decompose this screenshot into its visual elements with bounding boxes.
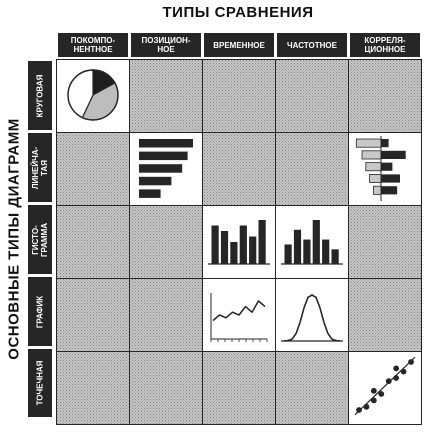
matrix-cell-empty	[349, 279, 421, 351]
bar-right	[381, 186, 398, 195]
row-header-line: ГРАММА	[40, 222, 49, 257]
matrix-cell-empty	[203, 60, 275, 132]
bar-left	[365, 162, 382, 172]
row-header-line: ТАЯ	[40, 159, 49, 176]
column-header-line: ЦИОННОЕ	[364, 45, 406, 54]
histogram-bar	[303, 239, 311, 264]
scatter-point	[370, 387, 377, 394]
comparison-types-title: ТИПЫ СРАВНЕНИЯ	[162, 4, 314, 21]
column-header-line: КОРРЕЛЯ-	[364, 36, 406, 45]
scatter-point	[393, 365, 400, 372]
histogram-bar	[211, 225, 219, 264]
column-header-line: НОЕ	[157, 45, 175, 54]
pie-outline	[67, 69, 119, 121]
bar-left	[361, 150, 382, 160]
bar-left	[355, 138, 382, 148]
matrix-cell-empty	[349, 60, 421, 132]
bar-item	[139, 164, 183, 173]
row-header-line: ГРАФИК	[35, 295, 45, 328]
histogram-bar	[258, 220, 266, 264]
column-header-component: ПОКОМПО- НЕНТНОЕ	[58, 33, 128, 57]
chart-types-title-box: ОСНОВНЫЕ ТИПЫ ДИАГРАММ	[4, 61, 24, 417]
matrix-cell-empty	[57, 279, 129, 351]
scatter-point	[408, 359, 414, 365]
matrix-cell-empty	[57, 206, 129, 278]
column-header-frequency: ЧАСТОТНОЕ	[277, 33, 347, 57]
curve-series	[283, 294, 341, 342]
row-header-dot: ТОЧЕЧНАЯ	[28, 349, 52, 417]
bar-right	[381, 139, 389, 148]
histogram-bar	[220, 231, 229, 264]
matrix-cell-empty	[57, 352, 129, 424]
matrix-cell-empty	[276, 352, 348, 424]
scatter-point	[363, 403, 370, 410]
column-header-line: НЕНТНОЕ	[73, 45, 113, 54]
row-header-histogram: ГИСТО- ГРАММА	[28, 205, 52, 274]
matrix-cell-empty	[276, 60, 348, 132]
bar-right	[381, 174, 400, 183]
row-header-line: ГРАФИК	[28, 277, 52, 346]
scatter-point	[400, 368, 407, 375]
histogram-bar	[322, 239, 330, 264]
column-header-line: ЧАСТОТНОЕ	[287, 40, 337, 50]
histogram-bar	[293, 229, 302, 264]
matrix-cell-empty	[276, 133, 348, 205]
column-header-time: ВРЕМЕННОЕ	[204, 33, 274, 57]
row-header-line: ТОЧЕЧНАЯ	[35, 360, 45, 406]
bar-left	[372, 185, 382, 195]
matrix-cell-empty	[130, 206, 202, 278]
row-header-bar: ЛИНЕЙЧА- ТАЯ	[28, 133, 52, 202]
bar-item	[139, 189, 161, 198]
matrix-cell-empty	[130, 279, 202, 351]
matrix-cell-empty	[203, 352, 275, 424]
bar-item	[139, 151, 188, 161]
histogram-bar	[230, 242, 238, 264]
histogram-bar	[249, 236, 257, 264]
matrix-cell-empty	[130, 60, 202, 132]
matrix-cell-active	[276, 206, 348, 278]
histogram-bar	[284, 244, 292, 264]
row-header-line: ГИСТО-	[31, 224, 40, 255]
histogram-bar	[331, 249, 339, 264]
row-header-pie: КРУГОВАЯ	[28, 61, 52, 130]
chart-types-title: ОСНОВНЫЕ ТИПЫ ДИАГРАММ	[5, 118, 23, 360]
scatter-point	[393, 375, 400, 381]
matrix-cell-empty	[57, 133, 129, 205]
row-header-line: ЛИНЕЙЧА-	[31, 146, 40, 189]
bar-item	[139, 176, 172, 186]
scatter-point	[356, 407, 362, 413]
bar-left	[369, 173, 382, 183]
histogram-bar	[239, 225, 247, 264]
histogram-bar	[312, 220, 320, 264]
column-header-correlation: КОРРЕЛЯ- ЦИОННОЕ	[350, 33, 420, 57]
scatter-point	[378, 391, 385, 397]
bar-item	[139, 139, 193, 148]
line-series	[212, 300, 266, 322]
matrix-cell-empty	[130, 352, 202, 424]
scatter-point	[370, 397, 377, 404]
scatter-point	[385, 378, 392, 385]
matrix-cell-active	[276, 279, 348, 351]
column-header-line: ПОЗИЦИОН-	[141, 36, 191, 45]
column-header-line: ВРЕМЕННОЕ	[213, 40, 265, 50]
column-header-item: ПОЗИЦИОН- НОЕ	[131, 33, 201, 57]
column-header-line: ПОКОМПО-	[70, 36, 116, 45]
bar-right	[381, 150, 406, 159]
row-header-line: КРУГОВАЯ	[35, 74, 45, 117]
matrix-cell-empty	[203, 133, 275, 205]
matrix-cell-empty	[349, 206, 421, 278]
bar-right	[381, 162, 393, 171]
